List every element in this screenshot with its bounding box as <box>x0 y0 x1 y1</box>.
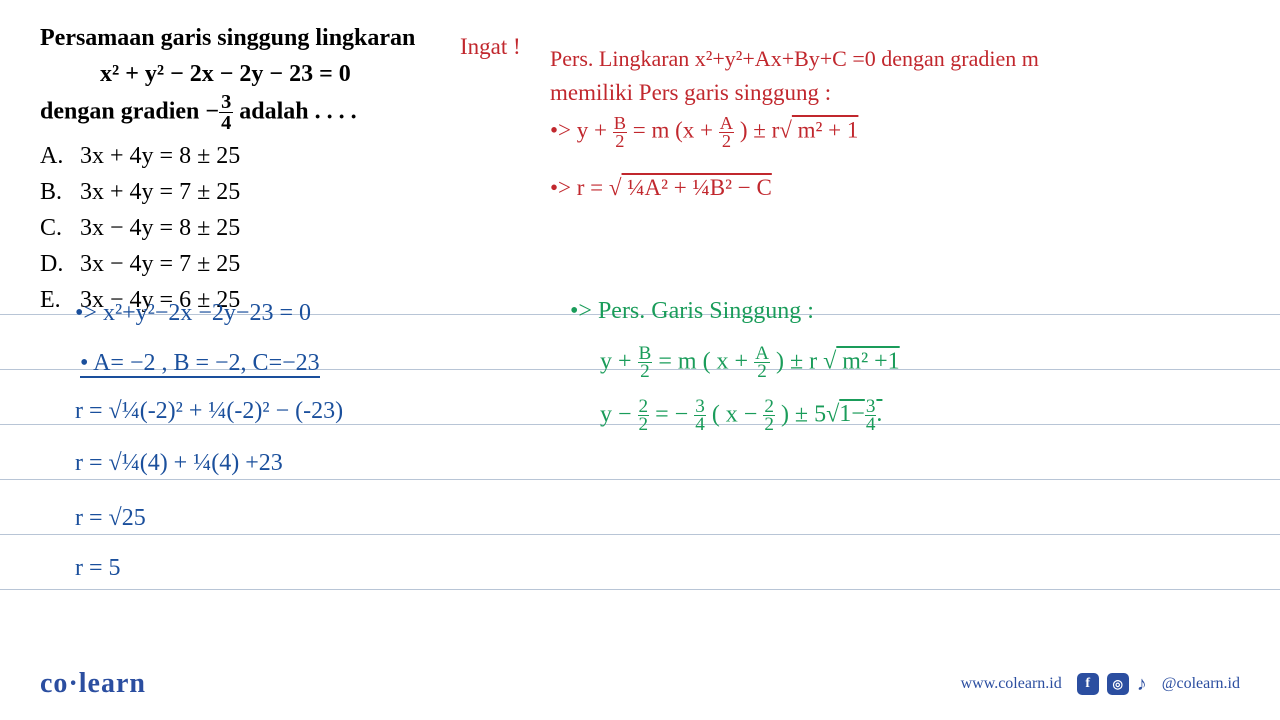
tiktok-icon: ♪ <box>1137 673 1147 696</box>
option-c: C.3x − 4y = 8 ± 25 <box>40 210 1240 246</box>
option-d: D.3x − 4y = 7 ± 25 <box>40 246 1240 282</box>
gradient-post: adalah . . . . <box>233 98 356 124</box>
hw-red-line1: Pers. Lingkaran x²+y²+Ax+By+C =0 dengan … <box>550 46 1039 72</box>
hw-green-line1: y + B2 = m ( x + A2 ) ± r √ m² +1 <box>600 345 900 381</box>
hw-green-line2: y − 22 = − 34 ( x − 22 ) ± 5√1−34. <box>600 398 882 434</box>
hw-green-title: •> Pers. Garis Singgung : <box>570 298 814 325</box>
footer-right: www.colearn.id f ◎ ♪ @colearn.id <box>961 673 1240 696</box>
brand-logo: co·learn <box>40 668 146 700</box>
hw-blue-r3: r = √25 <box>75 505 146 532</box>
hw-blue-abc: • A= −2 , B = −2, C=−23 <box>80 350 320 377</box>
hw-blue-eq: •> x²+y²−2x −2y−23 = 0 <box>75 300 311 327</box>
social-icons: f ◎ ♪ <box>1077 673 1147 696</box>
footer-url: www.colearn.id <box>961 675 1062 693</box>
facebook-icon: f <box>1077 673 1099 695</box>
gradient-fraction: 34 <box>219 92 233 134</box>
hw-red-formula1: •> y + B2 = m (x + A2 ) ± r√ m² + 1 <box>550 115 858 149</box>
footer: co·learn www.colearn.id f ◎ ♪ @colearn.i… <box>40 668 1240 700</box>
hw-blue-r1: r = √¼(-2)² + ¼(-2)² − (-23) <box>75 398 343 425</box>
hw-red-ingat: Ingat ! <box>460 34 521 60</box>
footer-handle: @colearn.id <box>1162 675 1240 693</box>
answer-options: A.3x + 4y = 8 ± 25 B.3x + 4y = 7 ± 25 C.… <box>40 138 1240 318</box>
hw-blue-r2: r = √¼(4) + ¼(4) +23 <box>75 450 283 477</box>
hw-blue-r4: r = 5 <box>75 555 121 582</box>
instagram-icon: ◎ <box>1107 673 1129 695</box>
hw-red-formula2: •> r = √ ¼A² + ¼B² − C <box>550 175 772 201</box>
hw-red-line2: memiliki Pers garis singgung : <box>550 80 831 106</box>
gradient-pre: dengan gradien <box>40 98 205 124</box>
